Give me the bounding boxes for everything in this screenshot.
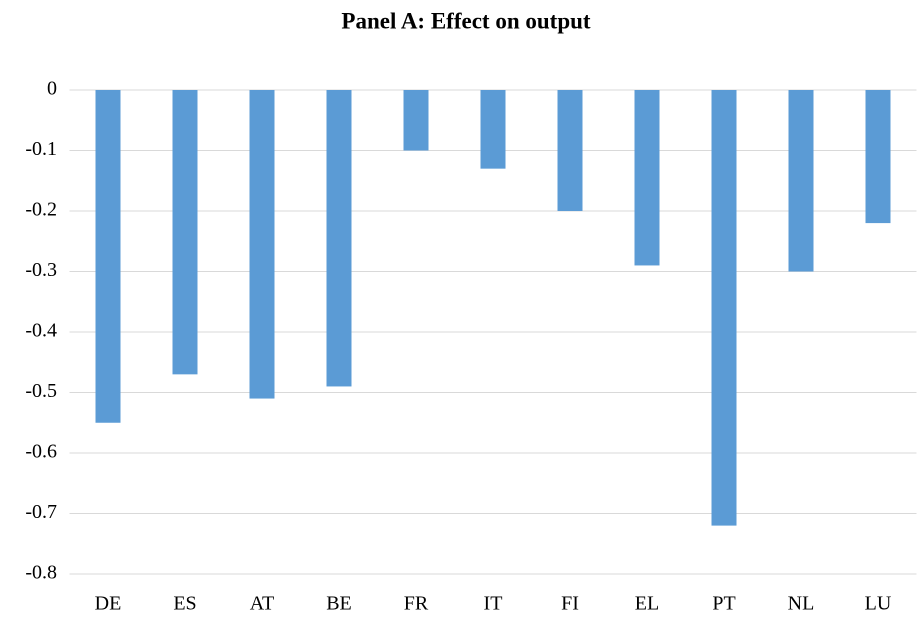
bar (634, 90, 660, 266)
bar (865, 90, 891, 224)
x-tick-label: FI (561, 593, 579, 615)
y-tick-label: -0.1 (25, 138, 57, 160)
bar (95, 90, 121, 423)
x-tick-label: ES (173, 593, 196, 615)
y-tick-label: -0.5 (25, 380, 57, 402)
y-tick-label: -0.8 (25, 562, 57, 584)
x-tick-label: IT (484, 593, 503, 615)
bar (172, 90, 198, 375)
x-tick-label: EL (635, 593, 659, 615)
y-tick-label: -0.7 (25, 501, 57, 523)
y-tick-label: -0.4 (25, 320, 57, 342)
bar (788, 90, 814, 272)
x-tick-label: BE (326, 593, 352, 615)
x-tick-label: AT (250, 593, 274, 615)
bar (249, 90, 275, 399)
y-tick-label: -0.6 (25, 441, 57, 463)
bar (403, 90, 429, 151)
x-tick-label: DE (95, 593, 122, 615)
bar (480, 90, 506, 169)
y-tick-label: -0.2 (25, 199, 57, 221)
bar (711, 90, 737, 526)
x-tick-label: PT (712, 593, 735, 615)
x-tick-label: NL (788, 593, 815, 615)
chart-title: Panel A: Effect on output (341, 8, 591, 33)
x-tick-label: FR (404, 593, 429, 615)
bar (326, 90, 352, 387)
x-tick-label: LU (865, 593, 892, 615)
bar (557, 90, 583, 211)
y-tick-label: 0 (47, 78, 57, 100)
y-tick-label: -0.3 (25, 259, 57, 281)
